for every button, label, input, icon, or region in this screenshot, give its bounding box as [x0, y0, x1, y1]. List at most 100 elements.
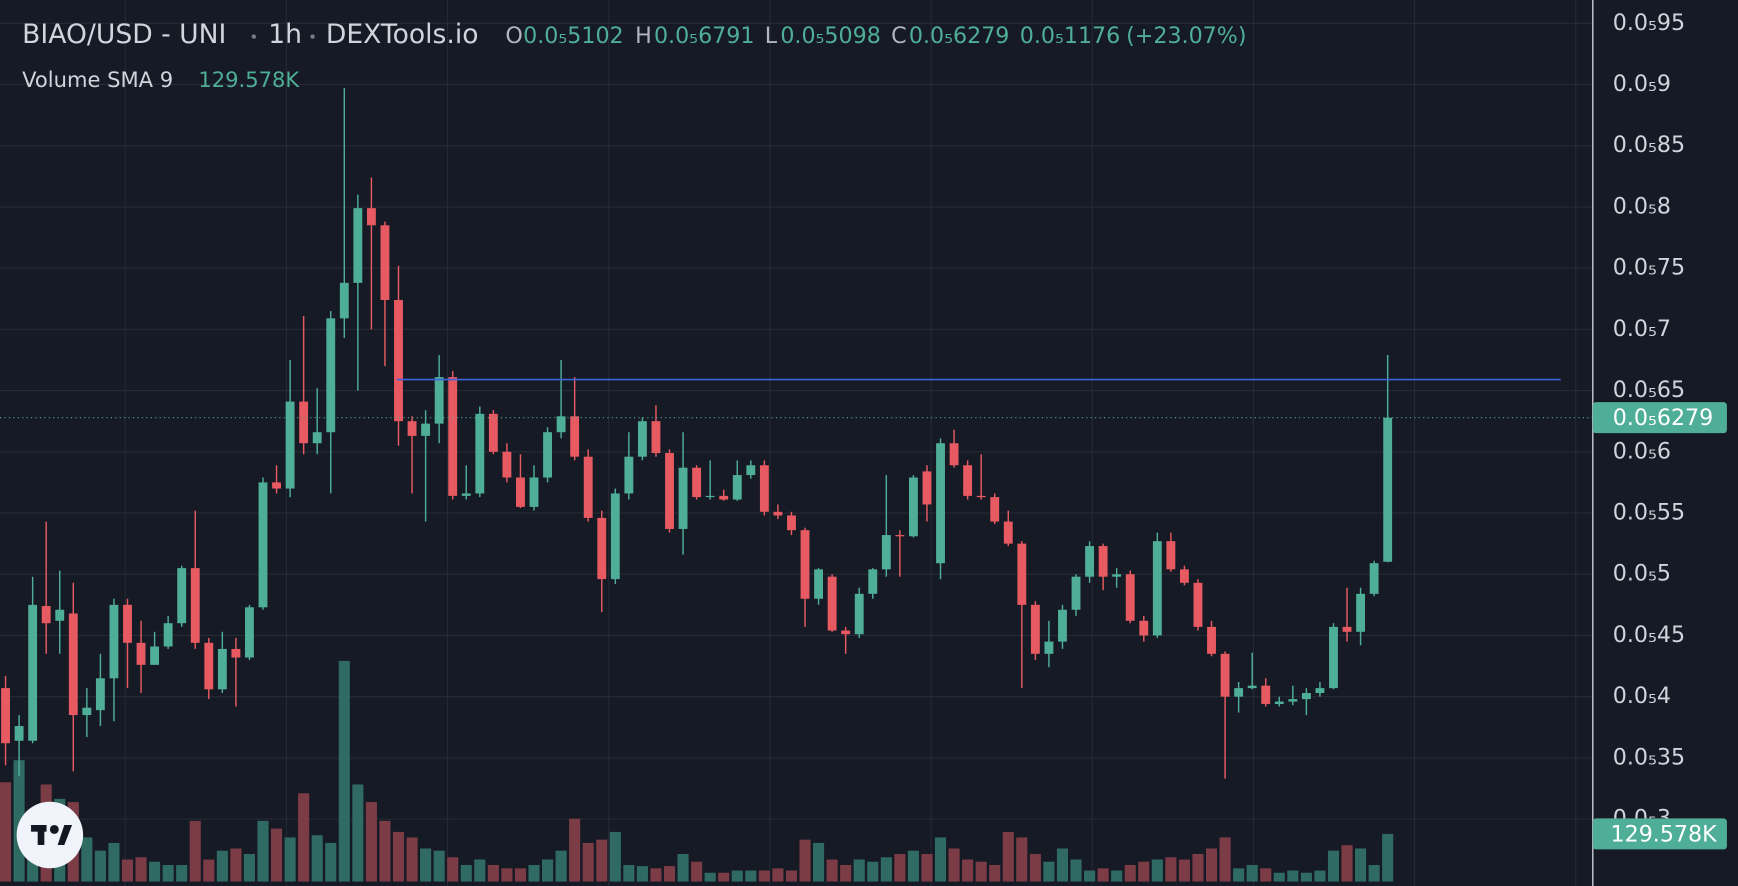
- candle-body: [1315, 688, 1325, 694]
- candle-body: [692, 467, 702, 498]
- volume-bar: [392, 831, 405, 882]
- candle-body: [990, 497, 1000, 522]
- candle-body: [610, 493, 620, 580]
- volume-bar: [271, 828, 283, 882]
- candle-body: [163, 623, 173, 647]
- volume-bar: [284, 837, 296, 882]
- candle-body: [1288, 699, 1298, 702]
- candle-body: [14, 726, 24, 741]
- volume-bar: [758, 870, 770, 882]
- volume-bar: [474, 859, 486, 882]
- ohlc-value: 0.0₅5102: [523, 23, 623, 49]
- volume-bar: [1070, 859, 1082, 882]
- volume-bar: [1382, 833, 1394, 882]
- volume-bar: [243, 853, 255, 882]
- volume-bar: [542, 859, 554, 882]
- candle-body: [177, 568, 187, 624]
- candle-body: [719, 495, 729, 500]
- indicator-value: 129.578K: [198, 67, 300, 92]
- source: DEXTools.io: [326, 19, 479, 50]
- volume-bar: [1002, 831, 1014, 882]
- candle-body: [1098, 546, 1108, 577]
- last-price-box: [1592, 402, 1727, 434]
- volume-bar: [880, 857, 892, 882]
- volume-bar: [1016, 837, 1028, 882]
- change-percent: (+23.07%): [1126, 23, 1246, 49]
- candle-body: [1, 688, 10, 744]
- volume-bar: [1138, 861, 1150, 882]
- last-price-label: 0.0₅6279: [1613, 405, 1713, 431]
- candle-body: [353, 208, 363, 283]
- candle-body: [82, 707, 92, 716]
- volume-bar: [1287, 870, 1299, 882]
- volume-bar: [420, 848, 432, 882]
- candle-body: [570, 416, 580, 457]
- volume-bar: [447, 857, 459, 882]
- volume-bar: [176, 865, 188, 882]
- candle-body: [583, 456, 593, 518]
- candle-body: [272, 482, 281, 489]
- candle-body: [245, 607, 254, 658]
- candle-body: [814, 569, 824, 599]
- volume-bar: [311, 835, 323, 882]
- volume-bar: [379, 820, 391, 882]
- candle-body: [624, 456, 634, 494]
- candle-body: [895, 535, 905, 537]
- candle-body: [407, 421, 417, 436]
- volume-bar: [840, 865, 852, 882]
- candle-body: [421, 423, 431, 436]
- volume-bar: [948, 848, 960, 882]
- candle-body: [55, 609, 65, 621]
- volume-bar: [853, 859, 865, 882]
- candle-body: [1383, 417, 1393, 562]
- candle-body: [231, 648, 241, 658]
- volume-bar: [1205, 848, 1218, 882]
- candle-body: [881, 535, 891, 570]
- candle-body: [936, 443, 945, 564]
- candle-body: [963, 465, 973, 496]
- volume-bar: [257, 820, 269, 882]
- volume-bar: [325, 842, 337, 882]
- candle-body: [1342, 626, 1352, 632]
- candle-body: [1193, 582, 1203, 627]
- volume-bar: [745, 870, 757, 882]
- y-tick-label: 0.0₅5: [1613, 561, 1671, 587]
- volume-label-box: [1592, 818, 1727, 850]
- candle-body: [204, 642, 214, 690]
- candle-body: [1044, 641, 1054, 654]
- legend: BIAO/USD - UNI 1h DEXTools.io Volume SMA…: [22, 19, 1246, 92]
- candle-body: [637, 421, 647, 457]
- volume-bar: [1355, 848, 1367, 882]
- candle-body: [841, 630, 851, 635]
- candle-body: [1356, 593, 1366, 632]
- candle-body: [1166, 541, 1176, 570]
- separator-dot: [310, 34, 315, 39]
- candle-body: [908, 477, 918, 537]
- candle-body: [529, 477, 539, 507]
- candle-body: [976, 495, 986, 498]
- candle-body: [123, 604, 132, 643]
- volume-bar: [636, 866, 648, 882]
- volume-bar: [1097, 868, 1109, 882]
- volume-bar: [1029, 853, 1041, 882]
- volume-bar: [108, 842, 120, 882]
- grid: [0, 0, 1593, 886]
- volume-bar: [365, 802, 377, 882]
- candle-body: [217, 648, 227, 690]
- y-tick-label: 0.0₅7: [1613, 316, 1671, 342]
- candle-body: [1085, 546, 1095, 577]
- volume-bar: [1260, 868, 1272, 882]
- volume-bar: [1327, 850, 1340, 882]
- candle-body: [1152, 541, 1162, 636]
- ohlc-value: 0.0₅5098: [780, 23, 880, 49]
- candle-body: [28, 604, 38, 741]
- ohlc-key: H: [635, 23, 652, 49]
- y-tick-label: 0.0₅4: [1613, 683, 1671, 709]
- candle-body: [1003, 521, 1013, 544]
- candle-body: [1369, 563, 1379, 594]
- y-tick-label: 0.0₅35: [1613, 744, 1685, 770]
- volume-bar: [149, 861, 161, 882]
- volume-bar: [975, 861, 987, 882]
- candle-body: [787, 515, 796, 531]
- volume-bar: [94, 850, 106, 882]
